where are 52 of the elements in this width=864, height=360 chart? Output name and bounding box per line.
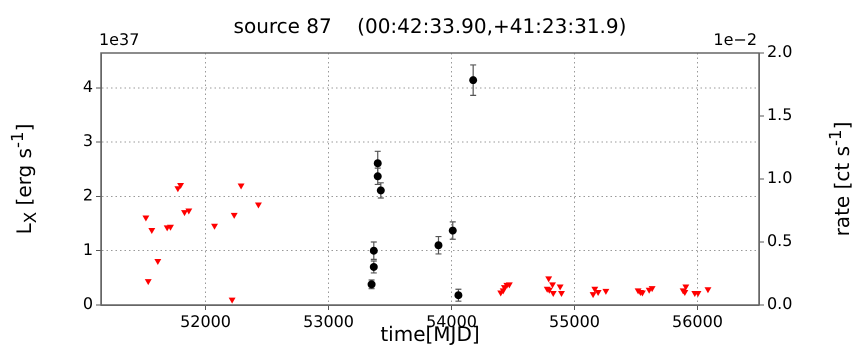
- point: [590, 292, 597, 298]
- point: [254, 202, 262, 209]
- text: 1e37: [99, 30, 140, 49]
- point: [602, 288, 610, 295]
- point: [558, 291, 565, 298]
- point: [148, 228, 156, 234]
- point: [704, 287, 712, 294]
- y-tick-label: 0: [82, 294, 93, 314]
- point: [591, 286, 598, 293]
- point: [448, 226, 457, 235]
- point: [682, 284, 690, 291]
- y2-tick-label: 1.0: [767, 168, 792, 188]
- point: [454, 291, 462, 300]
- y-tick-label: 3: [82, 131, 93, 150]
- y-tick-label: 4: [82, 76, 93, 96]
- point: [545, 276, 552, 282]
- point: [230, 212, 238, 219]
- point: [556, 284, 564, 291]
- chart-title: source 87 (00:42:33.90,+41:23:31.9): [234, 14, 626, 38]
- x-tick-label: 56000: [672, 312, 723, 331]
- point: [374, 172, 382, 180]
- point: [549, 282, 556, 288]
- point: [434, 241, 442, 250]
- point: [185, 208, 192, 214]
- y2-tick-label: 2.0: [767, 42, 792, 62]
- x-tick-label: 52000: [180, 312, 231, 331]
- point: [238, 184, 245, 190]
- point: [648, 286, 656, 292]
- point: [142, 216, 150, 222]
- point: [376, 186, 385, 194]
- point: [167, 224, 174, 231]
- point: [374, 159, 382, 168]
- point: [144, 279, 152, 286]
- point: [550, 291, 557, 298]
- point: [177, 182, 184, 189]
- point: [228, 298, 236, 304]
- y-tick-label: 1: [82, 240, 93, 259]
- point: [506, 282, 513, 288]
- y2-tick-label: 1.5: [767, 105, 792, 124]
- y2-tick-label: 0.0: [767, 294, 792, 314]
- text: 1e−2: [713, 30, 757, 49]
- point: [469, 76, 478, 84]
- y-tick-label: 2: [82, 186, 93, 205]
- point: [370, 246, 378, 255]
- point: [594, 290, 602, 296]
- point: [211, 224, 218, 230]
- y2-tick-label: 0.5: [767, 231, 792, 250]
- x-tick-label: 55000: [549, 312, 600, 331]
- point: [154, 259, 162, 266]
- x-tick-label: 53000: [303, 312, 354, 331]
- point: [370, 262, 378, 271]
- point: [181, 210, 188, 216]
